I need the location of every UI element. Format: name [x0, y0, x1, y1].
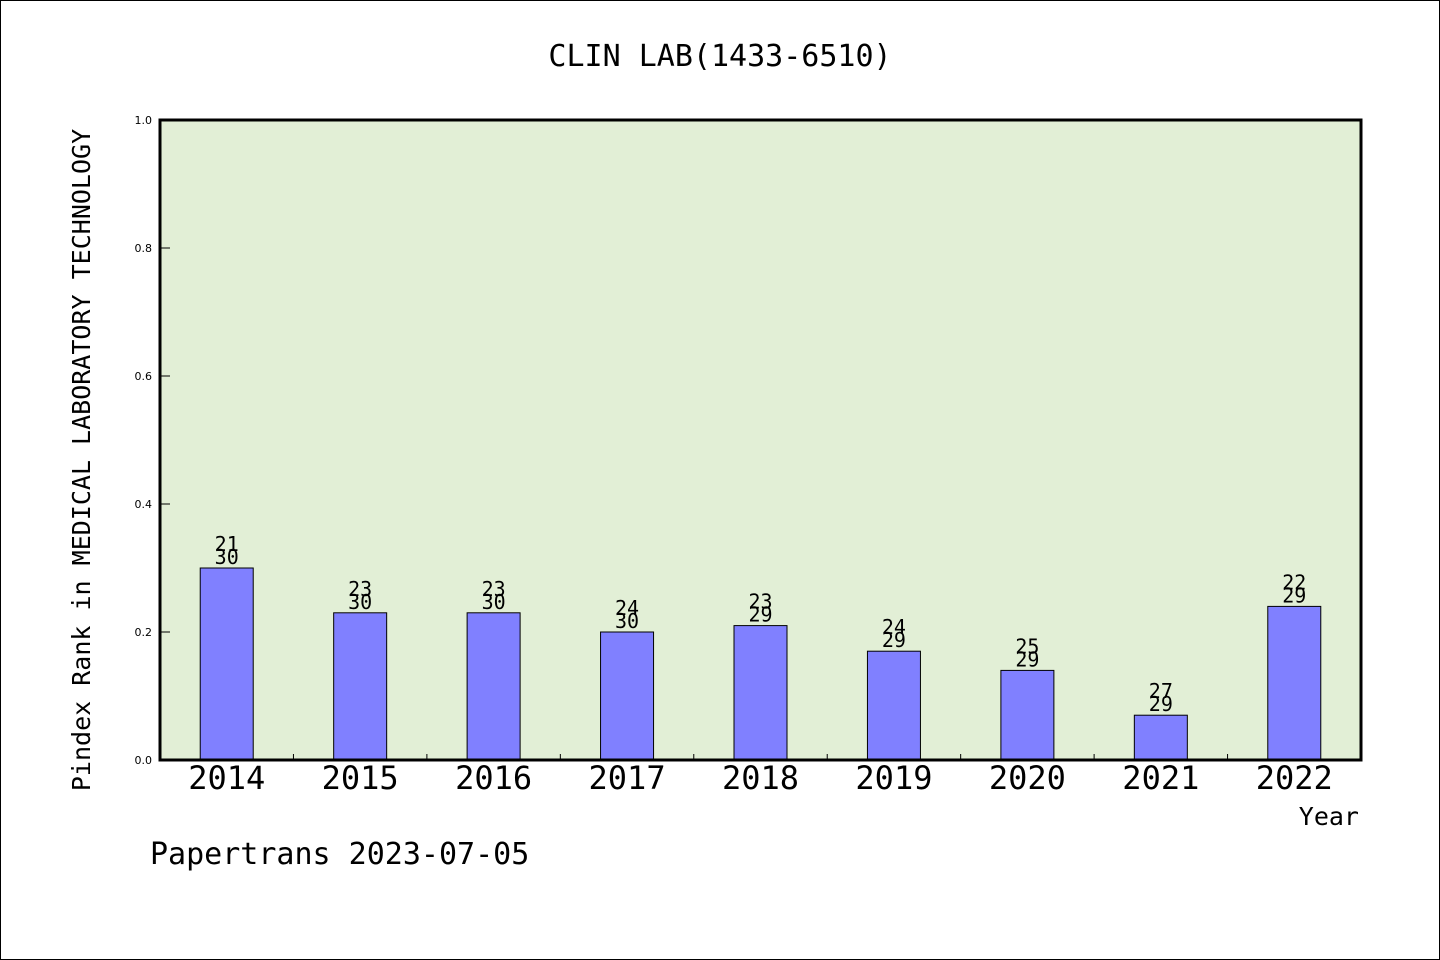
bar — [1000, 669, 1055, 761]
bar — [866, 650, 921, 761]
bar — [733, 625, 788, 761]
bar — [199, 567, 254, 761]
bar-total-label: 29 — [1282, 583, 1306, 607]
chart-title: CLIN LAB(1433-6510) — [548, 39, 891, 74]
bar-rank-label: 21 — [215, 532, 239, 556]
bar — [333, 612, 388, 761]
bar-series — [199, 567, 1322, 761]
y-tick-label: 1.0 — [135, 114, 153, 127]
bar-total-label: 30 — [215, 545, 239, 569]
bar — [466, 612, 521, 761]
y-axis-ticks: 0.0 0.2 0.4 0.6 0.8 1.0 — [135, 114, 170, 767]
bar — [1133, 714, 1188, 761]
y-tick-label: 0.8 — [135, 242, 153, 255]
bar-total-label: 30 — [482, 590, 506, 614]
y-tick-label: 0.4 — [135, 498, 153, 511]
bar-rank-label: 23 — [482, 577, 506, 601]
bar-total-label: 30 — [348, 590, 372, 614]
x-tick-label: 2018 — [722, 759, 799, 797]
x-tick-label: 2022 — [1256, 759, 1333, 797]
bar-rank-label: 24 — [882, 615, 906, 639]
x-tick-label: 2014 — [188, 759, 265, 797]
x-tick-label: 2020 — [989, 759, 1066, 797]
bar — [600, 631, 655, 761]
bar-rank-label: 27 — [1149, 679, 1173, 703]
x-axis-label: Year — [1299, 802, 1359, 831]
x-tick-label: 2017 — [589, 759, 666, 797]
footer-credit: Papertrans 2023-07-05 — [150, 837, 529, 872]
x-tick-label: 2021 — [1122, 759, 1199, 797]
bar — [1267, 605, 1322, 761]
y-tick-label: 0.2 — [135, 626, 153, 639]
bar-total-label: 29 — [1015, 647, 1039, 671]
x-tick-label: 2019 — [855, 759, 932, 797]
plot-border — [158, 118, 1363, 762]
bar-rank-label: 25 — [1015, 634, 1039, 658]
x-axis-ticks: 2014 2015 2016 2017 2018 2019 2020 2021 2022 — [188, 754, 1333, 797]
bar-total-label: 29 — [882, 628, 906, 652]
y-tick-label: 0.0 — [135, 754, 153, 767]
bar-total-label: 29 — [1149, 692, 1173, 716]
x-tick-label: 2016 — [455, 759, 532, 797]
bar-rank-label: 23 — [748, 590, 772, 614]
x-tick-label: 2015 — [322, 759, 399, 797]
bar-total-label: 30 — [615, 609, 639, 633]
bar-rank-label: 24 — [615, 596, 639, 620]
y-axis-label: Pindex Rank in MEDICAL LABORATORY TECHNO… — [67, 129, 96, 791]
bar-rank-label: 22 — [1282, 570, 1306, 594]
bar-total-label: 29 — [748, 603, 772, 627]
y-tick-label: 0.6 — [135, 370, 153, 383]
bar-rank-label: 23 — [348, 577, 372, 601]
